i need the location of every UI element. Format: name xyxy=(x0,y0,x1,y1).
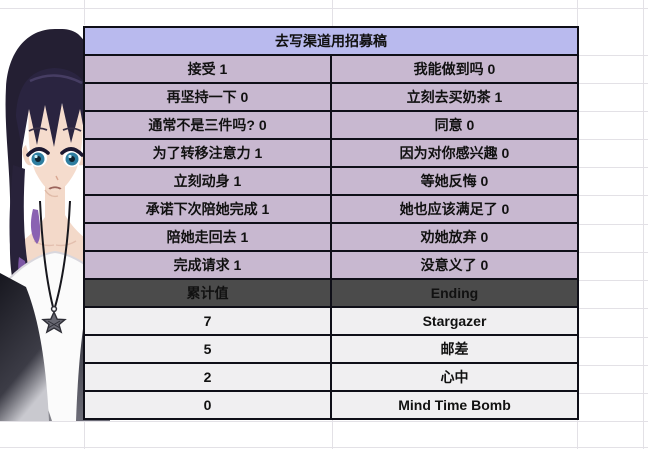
recruitment-choice-table: 去写渠道用招募稿 接受 1 我能做到吗 0 再坚持一下 0 立刻去买奶茶 1 通… xyxy=(83,26,579,420)
choice-cell[interactable]: 劝她放弃 0 xyxy=(330,222,579,252)
summary-header-total[interactable]: 累计值 xyxy=(83,278,332,308)
choice-cell[interactable]: 没意义了 0 xyxy=(330,250,579,280)
ending-row: 0 Mind Time Bomb xyxy=(83,390,579,420)
jacket-left xyxy=(0,273,49,421)
choice-cell[interactable]: 立刻去买奶茶 1 xyxy=(330,82,579,112)
ending-name-cell[interactable]: 邮差 xyxy=(330,334,579,364)
ending-name-cell[interactable]: 心中 xyxy=(330,362,579,392)
ending-name-cell[interactable]: Stargazer xyxy=(330,306,579,336)
table-row: 为了转移注意力 1 因为对你感兴趣 0 xyxy=(83,138,579,168)
choice-cell[interactable]: 她也应该满足了 0 xyxy=(330,194,579,224)
ending-row: 7 Stargazer xyxy=(83,306,579,336)
table-row: 立刻动身 1 等她反悔 0 xyxy=(83,166,579,196)
table-row: 完成请求 1 没意义了 0 xyxy=(83,250,579,280)
summary-header-row: 累计值 Ending xyxy=(83,278,579,308)
table-row: 通常不是三件吗? 0 同意 0 xyxy=(83,110,579,140)
choice-cell[interactable]: 再坚持一下 0 xyxy=(83,82,332,112)
ending-value-cell[interactable]: 7 xyxy=(83,306,332,336)
choice-cell[interactable]: 同意 0 xyxy=(330,110,579,140)
choice-cell[interactable]: 承诺下次陪她完成 1 xyxy=(83,194,332,224)
grid-line xyxy=(0,8,648,9)
ending-value-cell[interactable]: 2 xyxy=(83,362,332,392)
table-row: 再坚持一下 0 立刻去买奶茶 1 xyxy=(83,82,579,112)
table-row: 承诺下次陪她完成 1 她也应该满足了 0 xyxy=(83,194,579,224)
table-row: 接受 1 我能做到吗 0 xyxy=(83,54,579,84)
table-row: 陪她走回去 1 劝她放弃 0 xyxy=(83,222,579,252)
ending-row: 5 邮差 xyxy=(83,334,579,364)
choice-cell[interactable]: 立刻动身 1 xyxy=(83,166,332,196)
ending-value-cell[interactable]: 5 xyxy=(83,334,332,364)
choice-cell[interactable]: 陪她走回去 1 xyxy=(83,222,332,252)
choice-cell[interactable]: 为了转移注意力 1 xyxy=(83,138,332,168)
choice-cell[interactable]: 完成请求 1 xyxy=(83,250,332,280)
grid-line xyxy=(0,447,648,448)
choice-cell[interactable]: 我能做到吗 0 xyxy=(330,54,579,84)
grid-line xyxy=(0,421,648,422)
choice-cell[interactable]: 通常不是三件吗? 0 xyxy=(83,110,332,140)
summary-header-ending[interactable]: Ending xyxy=(330,278,579,308)
ending-value-cell[interactable]: 0 xyxy=(83,390,332,420)
table-title[interactable]: 去写渠道用招募稿 xyxy=(83,26,579,56)
choice-cell[interactable]: 因为对你感兴趣 0 xyxy=(330,138,579,168)
choice-cell[interactable]: 等她反悔 0 xyxy=(330,166,579,196)
ending-name-cell[interactable]: Mind Time Bomb xyxy=(330,390,579,420)
choice-cell[interactable]: 接受 1 xyxy=(83,54,332,84)
ending-row: 2 心中 xyxy=(83,362,579,392)
